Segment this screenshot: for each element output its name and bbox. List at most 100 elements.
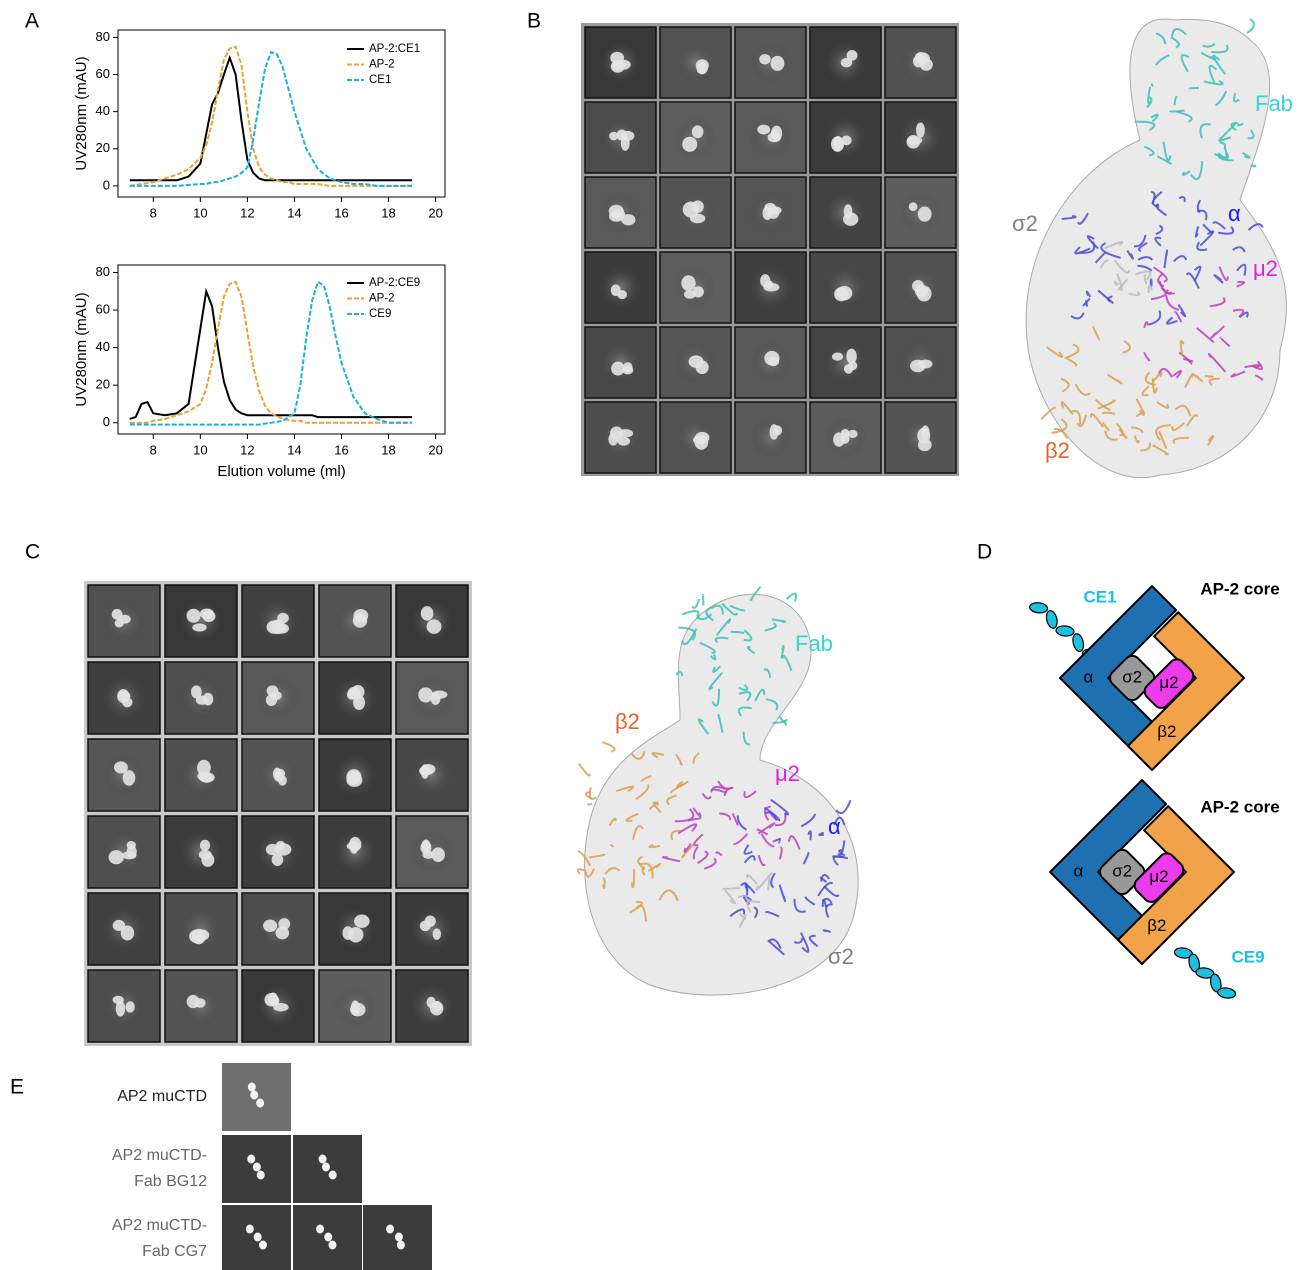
particle-halo <box>749 416 792 459</box>
ribbon <box>602 742 614 751</box>
x-tick-label: 12 <box>240 205 254 220</box>
particle-blob <box>427 619 442 634</box>
particle-halo <box>749 41 792 84</box>
particle-blob <box>247 1155 255 1164</box>
particle-blob <box>191 685 202 698</box>
particle-blob <box>841 135 851 145</box>
particle-blob <box>386 1225 394 1234</box>
legend-label: CE1 <box>369 74 391 86</box>
x-tick-label: 12 <box>240 442 254 457</box>
row-label: AP2 muCTD- <box>112 1147 207 1164</box>
particle-blob <box>254 1233 262 1242</box>
x-tick-label: 18 <box>381 442 395 457</box>
subunit-label: β2 <box>615 709 640 734</box>
particle-blob <box>612 62 626 70</box>
particle-blob <box>122 851 136 859</box>
particle-blob <box>684 290 696 299</box>
particle-blob <box>122 697 132 707</box>
legend-label: AP-2:CE9 <box>369 277 420 289</box>
ribbon <box>836 800 850 813</box>
subunit-label: β2 <box>1147 916 1166 935</box>
x-tick-label: 8 <box>150 442 157 457</box>
subunit-label: α <box>1228 201 1241 226</box>
subunit-label: α <box>828 814 841 839</box>
particle-halo <box>599 266 642 309</box>
particle-blob <box>433 928 441 940</box>
y-tick-label: 40 <box>96 103 110 118</box>
helix-turn <box>1071 633 1085 653</box>
particle-blob <box>269 992 278 1004</box>
y-tick-label: 60 <box>96 302 110 317</box>
ribbon <box>587 803 591 804</box>
particle-blob <box>272 854 284 866</box>
peptide-label: CE1 <box>1083 587 1116 606</box>
particle-blob <box>324 1233 332 1242</box>
particle-blob <box>848 361 857 370</box>
x-tick-label: 20 <box>428 442 442 457</box>
ribbon <box>787 594 796 602</box>
particle-blob <box>187 609 201 623</box>
particle-blob <box>397 1241 405 1250</box>
particle-blob <box>910 360 926 372</box>
particle-blob <box>353 613 367 628</box>
helix-turn <box>1217 987 1236 999</box>
particle-blob <box>771 56 785 71</box>
particle-blob <box>350 1003 366 1017</box>
particle-blob <box>431 693 441 705</box>
panel-label: E <box>10 1076 24 1099</box>
density-map <box>1026 19 1286 478</box>
legend-label: AP-2 <box>369 293 395 305</box>
particle-blob <box>609 132 618 141</box>
particle-blob <box>690 214 705 224</box>
particle-blob <box>773 425 782 435</box>
subunit-label: μ2 <box>1253 256 1278 281</box>
particle-blob <box>116 1001 125 1017</box>
legend-label: CE9 <box>369 308 391 320</box>
particle-blob <box>316 1225 324 1234</box>
peptide-label: CE9 <box>1231 947 1264 966</box>
x-tick-label: 10 <box>193 442 207 457</box>
particle-blob <box>420 841 431 854</box>
subunit-label: β2 <box>1157 722 1176 741</box>
particle-halo <box>824 341 867 384</box>
diagram-title: AP-2 core <box>1200 797 1279 816</box>
particle-blob <box>697 64 708 75</box>
particle-blob <box>918 438 932 451</box>
particle-blob <box>354 915 370 928</box>
ribbon <box>603 885 605 887</box>
particle-blob <box>611 209 625 220</box>
particle-blob <box>771 126 782 141</box>
particle-blob <box>618 429 633 437</box>
subunit-label: σ2 <box>1112 861 1132 880</box>
particle-blob <box>275 769 286 779</box>
subunit-label: σ2 <box>1012 211 1038 236</box>
row-label: AP2 muCTD <box>117 1088 207 1105</box>
particle-blob <box>112 609 123 620</box>
ribbon <box>703 595 704 606</box>
ribbon <box>722 888 739 889</box>
particle-blob <box>623 362 633 372</box>
panel-label: D <box>977 541 992 564</box>
particle-blob <box>765 281 773 289</box>
x-tick-label: 16 <box>334 205 348 220</box>
particle-blob <box>329 1171 337 1180</box>
subunit-label: σ2 <box>828 944 854 969</box>
particle-blob <box>200 840 210 851</box>
x-axis-label: Elution volume (ml) <box>217 463 345 480</box>
particle-blob <box>921 425 930 439</box>
particle-halo <box>410 907 453 950</box>
particle-blob <box>246 1225 254 1234</box>
legend-label: AP-2:CE1 <box>369 43 420 55</box>
particle-blob <box>421 764 435 774</box>
x-tick-label: 18 <box>381 205 395 220</box>
panel-label: A <box>25 10 39 33</box>
subunit-label: μ2 <box>1149 867 1168 886</box>
ribbon <box>731 632 744 633</box>
plot-frame <box>118 265 445 434</box>
subunit-label: α <box>1083 667 1093 686</box>
x-tick-label: 10 <box>193 205 207 220</box>
particle-blob <box>833 432 845 446</box>
particle-blob <box>201 853 214 867</box>
particle-blob <box>764 351 779 366</box>
subunit-label: Fab <box>795 631 833 656</box>
